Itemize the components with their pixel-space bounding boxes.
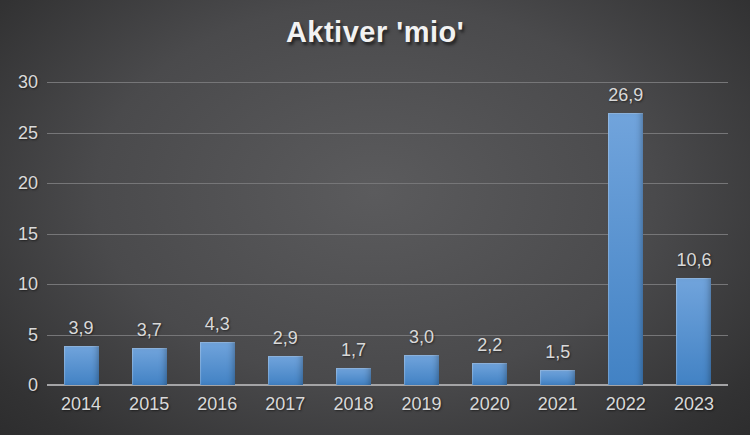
bar-value-label: 3,0: [409, 327, 434, 348]
bar-value-label: 2,2: [477, 335, 502, 356]
bar-2023: [676, 278, 711, 385]
x-axis-category-label: 2022: [606, 394, 646, 415]
bar-value-label: 4,3: [205, 314, 230, 335]
x-axis-category-label: 2020: [470, 394, 510, 415]
bar-value-label: 2,9: [273, 328, 298, 349]
bar-2017: [268, 356, 303, 385]
x-axis-category-label: 2014: [61, 394, 101, 415]
bar-2019: [404, 355, 439, 385]
bar-2018: [336, 368, 371, 385]
chart-title: Aktiver 'mio': [0, 16, 750, 49]
bar-value-label: 1,5: [545, 342, 570, 363]
bar-2014: [64, 346, 99, 385]
slide-background: Aktiver 'mio' 051015202530 3,920143,7201…: [0, 0, 750, 435]
bar-2020: [472, 363, 507, 385]
y-axis-tick-label: 10: [0, 274, 38, 295]
gridline: [47, 82, 728, 83]
bar-value-label: 10,6: [676, 250, 711, 271]
x-axis-category-label: 2015: [129, 394, 169, 415]
bar-2022: [608, 113, 643, 385]
bar-2021: [540, 370, 575, 385]
x-axis-category-label: 2018: [333, 394, 373, 415]
y-axis-tick-label: 0: [0, 375, 38, 396]
bar-2016: [200, 342, 235, 385]
bar-value-label: 1,7: [341, 340, 366, 361]
x-axis-category-label: 2019: [402, 394, 442, 415]
bar-2015: [132, 348, 167, 385]
y-axis-tick-label: 30: [0, 72, 38, 93]
x-axis-category-label: 2016: [197, 394, 237, 415]
plot-area: 3,920143,720154,320162,920171,720183,020…: [47, 82, 728, 385]
bar-value-label: 26,9: [608, 85, 643, 106]
bar-value-label: 3,9: [69, 318, 94, 339]
x-axis-category-label: 2021: [538, 394, 578, 415]
x-axis-category-label: 2017: [265, 394, 305, 415]
y-axis-tick-label: 20: [0, 173, 38, 194]
bar-value-label: 3,7: [137, 320, 162, 341]
x-axis-category-label: 2023: [674, 394, 714, 415]
y-axis-tick-label: 25: [0, 122, 38, 143]
y-axis-tick-label: 15: [0, 223, 38, 244]
y-axis-tick-label: 5: [0, 324, 38, 345]
